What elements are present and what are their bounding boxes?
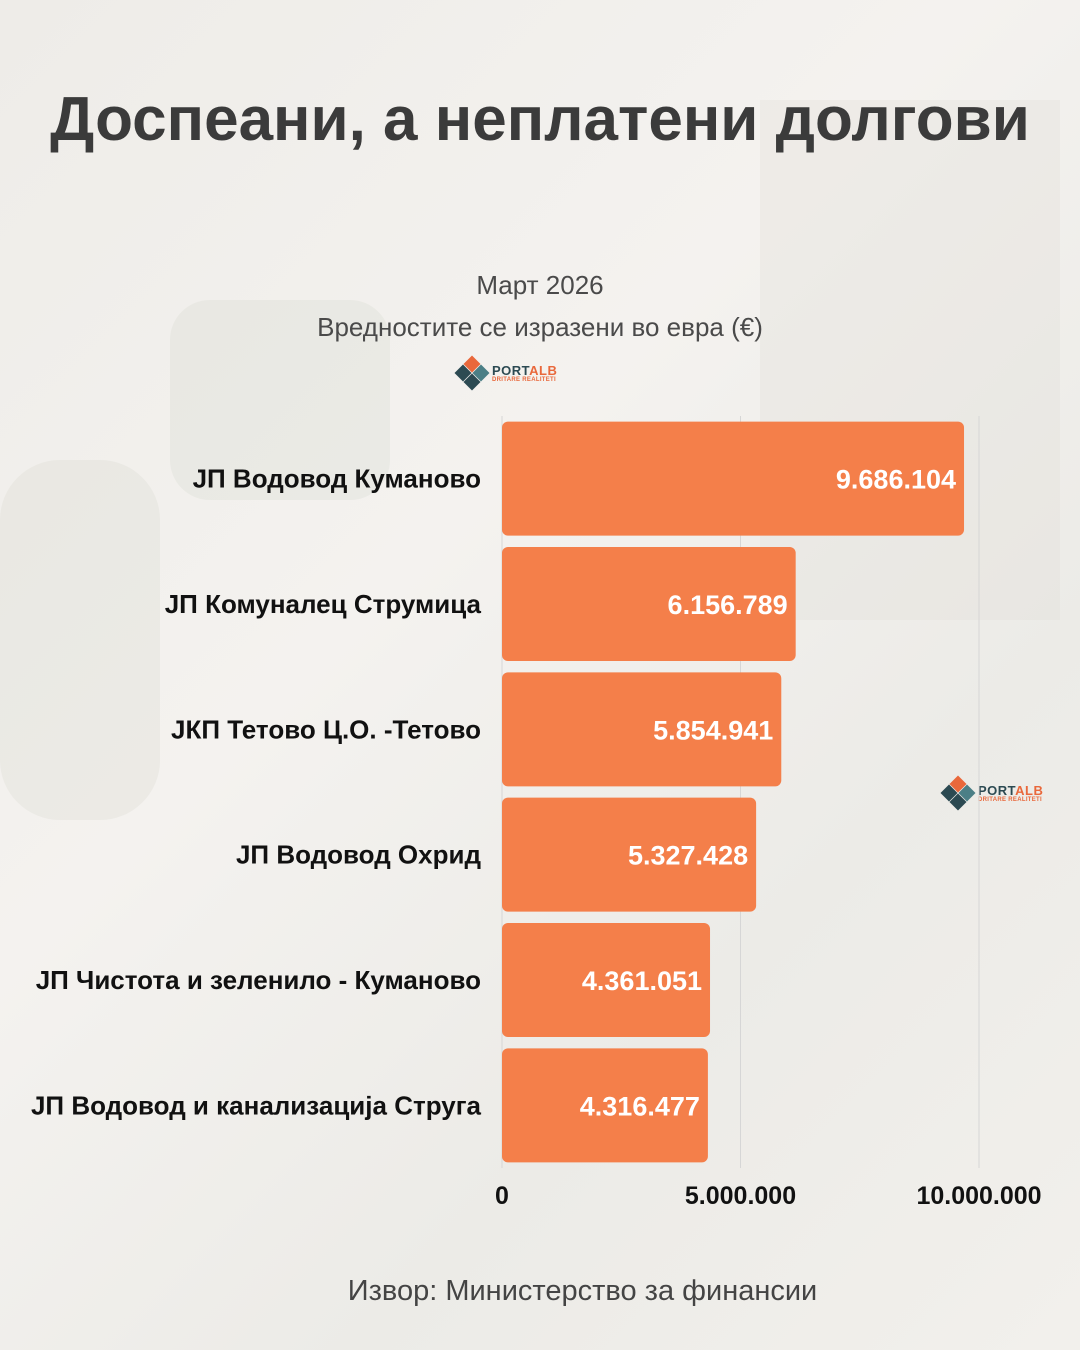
data-label: 9.686.104: [836, 465, 956, 495]
data-label: 5.854.941: [653, 715, 773, 745]
logo-tagline: DRITARE REALITETI: [492, 376, 556, 383]
bar: [502, 1048, 708, 1163]
data-label: 4.361.051: [582, 966, 702, 996]
background-ghost-shape: [170, 300, 390, 500]
bar: [502, 421, 965, 536]
subtitle-units: Вредностите се изразени во евра (€): [317, 312, 763, 342]
logo-brand-alb: ALB: [529, 362, 558, 378]
source-note: Извор: Министерство за финансии: [347, 1275, 818, 1307]
bar: [502, 797, 757, 912]
x-tick-label: 0: [495, 1182, 509, 1210]
logo-tagline: DRITARE REALITETI: [978, 796, 1042, 803]
logo-brand-port: PORT: [978, 782, 1016, 798]
logo-brand: PORTALB: [978, 784, 1043, 797]
logo-brand-port: PORT: [492, 362, 530, 378]
portalb-logo: PORTALB DRITARE REALITETI: [454, 355, 557, 391]
bar: [502, 672, 782, 787]
category-label: ЈП Водовод Охрид: [236, 840, 482, 870]
portalb-logo-side: PORTALB DRITARE REALITETI: [940, 775, 1043, 811]
category-label: ЈП Водовод и канализација Струга: [31, 1090, 482, 1120]
data-label: 5.327.428: [628, 841, 748, 871]
data-label: 6.156.789: [668, 590, 788, 620]
bar: [502, 547, 796, 661]
category-label: ЈП Чистота и зеленило - Куманово: [36, 965, 481, 995]
background-ghost-shape: [0, 460, 160, 820]
category-label: ЈП Комуналец Струмица: [165, 589, 482, 619]
logo-brand-alb: ALB: [1015, 782, 1044, 798]
data-label: 4.316.477: [580, 1091, 700, 1121]
category-label: ЈКП Тетово Ц.О. -Тетово: [171, 714, 481, 744]
page-title: Доспеани, а неплатени долгови: [50, 85, 1030, 154]
subtitle-date: Март 2026: [476, 270, 604, 300]
bar: [502, 923, 711, 1037]
x-tick-label: 10.000.000: [916, 1182, 1041, 1210]
category-label: ЈП Водовод Куманово: [193, 464, 481, 494]
x-tick-label: 5.000.000: [685, 1182, 796, 1210]
logo-brand: PORTALB: [492, 364, 557, 377]
